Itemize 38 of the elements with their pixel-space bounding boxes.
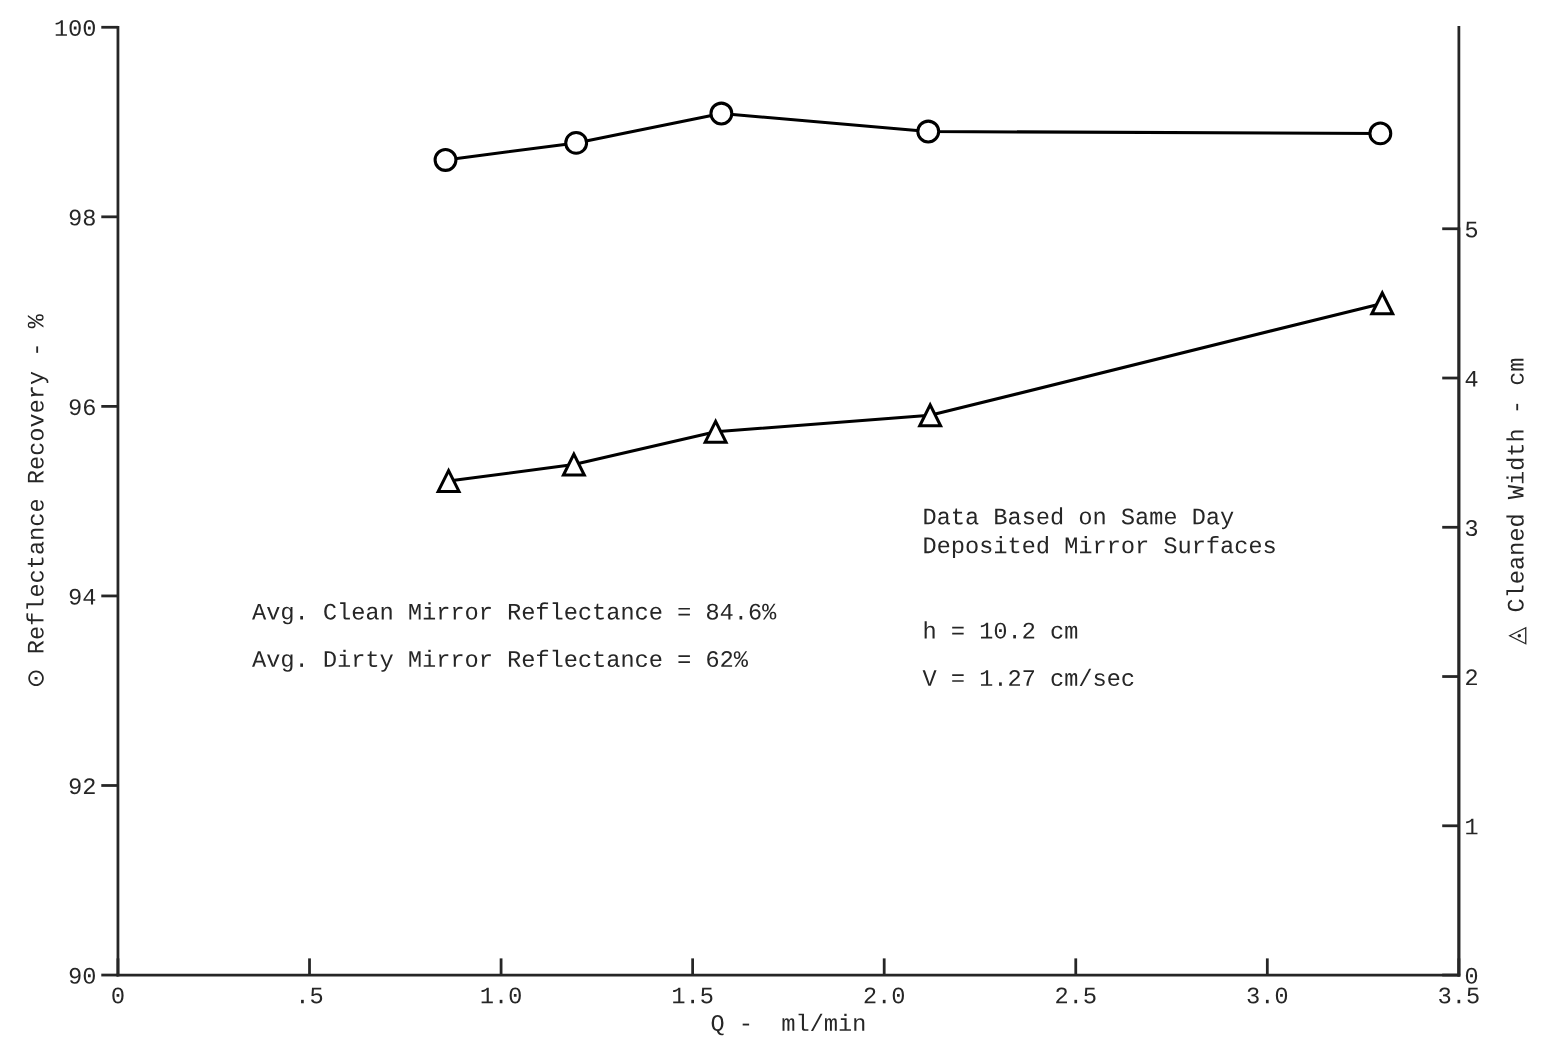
- x-tick-label: 0: [112, 987, 124, 1004]
- annotation: Avg. Clean Mirror Reflectance = 84.6%: [252, 602, 777, 625]
- y-axis-title: ⊙ Reflectance Recovery - %: [26, 314, 49, 687]
- y-tick-label: 92: [69, 778, 95, 795]
- x-axis-title: Q - ml/min: [711, 1013, 865, 1036]
- point: [709, 101, 734, 126]
- annotation: Data Based on Same Day Deposited Mirror Surfaces: [924, 507, 1275, 559]
- point: [916, 119, 941, 144]
- point: [703, 419, 728, 444]
- x-tick-label: 2.0: [864, 987, 904, 1004]
- y-tick-label: 98: [69, 209, 95, 226]
- x-tick-label: 1.0: [481, 987, 521, 1004]
- x-tick-label: 3.5: [1439, 987, 1479, 1004]
- x-tick-label: 2.5: [1056, 987, 1096, 1004]
- x-tick-label: 1.5: [673, 987, 713, 1004]
- y2-axis-title: ◬ Cleaned Width - cm: [1506, 358, 1527, 645]
- point: [1368, 121, 1393, 146]
- y-tick-label: 94: [69, 588, 96, 605]
- point: [561, 450, 587, 477]
- point: [433, 148, 458, 172]
- y2-tick-label: 4: [1465, 371, 1478, 387]
- y-tick-label: 100: [55, 20, 95, 37]
- annotation: h = 10.2 cm: [924, 621, 1078, 639]
- y2-tick-label: 1: [1466, 818, 1478, 835]
- point: [436, 469, 461, 493]
- x-tick-label: .5: [301, 987, 323, 1004]
- y2-tick-label: 2: [1466, 669, 1477, 686]
- y2-tick-label: 0: [1465, 967, 1478, 984]
- y2-tick-label: 5: [1465, 221, 1478, 238]
- annotation: Avg. Dirty Mirror Reflectance = 62%: [252, 649, 748, 672]
- y2-tick-label: 3: [1465, 520, 1478, 537]
- point: [918, 403, 943, 428]
- annotation: V = 1.27 cm/sec: [922, 668, 1134, 687]
- point: [1370, 291, 1395, 316]
- point: [564, 130, 589, 155]
- y-tick-label: 90: [69, 967, 95, 984]
- x-tick-label: 3.0: [1247, 987, 1288, 1004]
- y-tick-label: 96: [69, 399, 95, 416]
